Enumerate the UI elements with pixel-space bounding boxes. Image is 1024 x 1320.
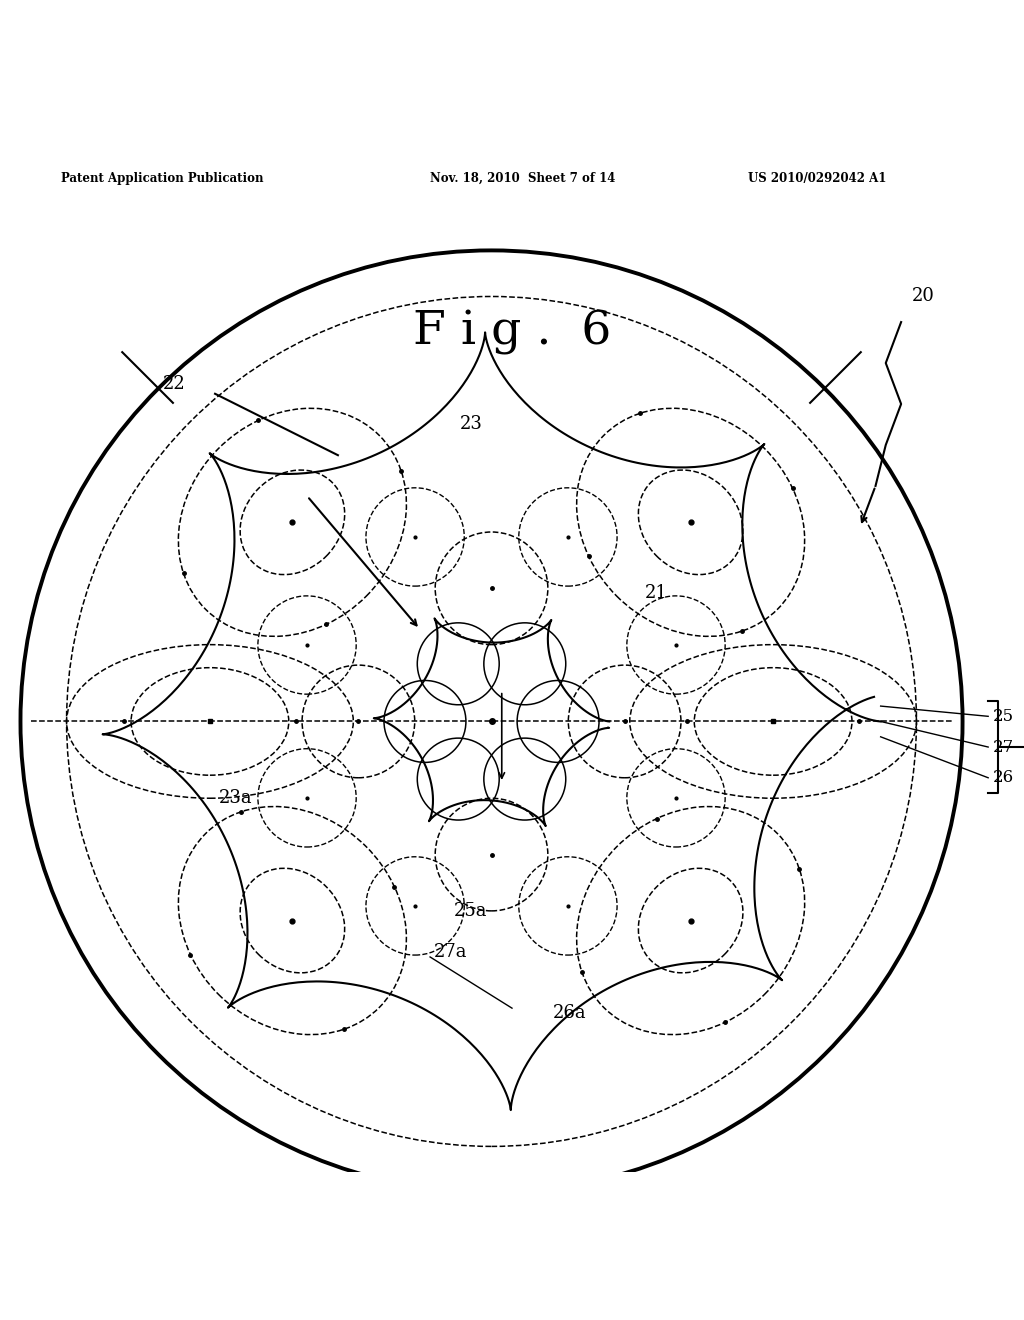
Text: 27: 27 bbox=[993, 739, 1015, 755]
Text: 20: 20 bbox=[911, 288, 934, 305]
Text: F i g .  6: F i g . 6 bbox=[413, 310, 611, 355]
Text: 22: 22 bbox=[163, 375, 185, 392]
Text: Patent Application Publication: Patent Application Publication bbox=[61, 172, 264, 185]
Text: 25a: 25a bbox=[455, 902, 487, 920]
Text: 26a: 26a bbox=[553, 1005, 587, 1022]
Text: US 2010/0292042 A1: US 2010/0292042 A1 bbox=[748, 172, 886, 185]
Text: 23a: 23a bbox=[219, 789, 252, 808]
Text: 25: 25 bbox=[993, 708, 1015, 725]
Text: 26: 26 bbox=[993, 770, 1015, 787]
Text: 23: 23 bbox=[460, 416, 482, 433]
Text: 27a: 27a bbox=[434, 942, 467, 961]
Text: 21: 21 bbox=[645, 585, 668, 602]
Text: Nov. 18, 2010  Sheet 7 of 14: Nov. 18, 2010 Sheet 7 of 14 bbox=[430, 172, 615, 185]
